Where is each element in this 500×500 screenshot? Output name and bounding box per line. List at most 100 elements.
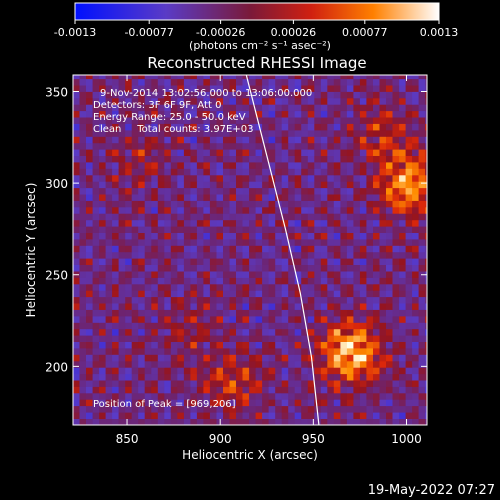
- heatmap-cell: [144, 239, 152, 246]
- heatmap-cell: [412, 303, 419, 310]
- heatmap-cell: [229, 341, 237, 349]
- heatmap-cell: [177, 239, 185, 246]
- heatmap-cell: [125, 142, 133, 150]
- heatmap-cell: [131, 174, 139, 182]
- heatmap-cell: [366, 194, 374, 201]
- heatmap-cell: [262, 399, 269, 407]
- heatmap-cell: [86, 277, 93, 285]
- heatmap-cell: [392, 194, 400, 201]
- heatmap-cell: [373, 303, 380, 310]
- heatmap-cell: [366, 392, 374, 400]
- heatmap-cell: [86, 245, 93, 253]
- heatmap-cell: [73, 130, 80, 137]
- heatmap-cell: [418, 316, 426, 323]
- heatmap-cell: [118, 136, 126, 144]
- heatmap-cell: [138, 181, 146, 189]
- heatmap-cell: [118, 200, 126, 208]
- heatmap-cell: [353, 328, 361, 336]
- heatmap-cell: [144, 386, 152, 394]
- heatmap-cell: [118, 239, 126, 246]
- heatmap-cell: [190, 85, 198, 92]
- heatmap-cell: [359, 322, 367, 330]
- heatmap-cell: [255, 264, 263, 272]
- heatmap-cell: [320, 110, 328, 118]
- heatmap-cell: [366, 123, 374, 131]
- heatmap-cell: [144, 232, 152, 240]
- heatmap-cell: [125, 187, 133, 195]
- heatmap-cell: [275, 399, 283, 407]
- heatmap-cell: [255, 399, 263, 407]
- heatmap-cell: [281, 75, 289, 80]
- heatmap-cell: [170, 271, 178, 278]
- heatmap-cell: [118, 97, 126, 105]
- heatmap-cell: [307, 309, 315, 317]
- heatmap-cell: [183, 290, 191, 298]
- heatmap-cell: [138, 187, 146, 195]
- heatmap-cell: [412, 232, 419, 240]
- heatmap-cell: [125, 194, 133, 201]
- heatmap-cell: [242, 405, 250, 413]
- heatmap-cell: [190, 78, 198, 86]
- heatmap-cell: [386, 412, 393, 419]
- heatmap-cell: [164, 251, 172, 259]
- heatmap-cell: [79, 258, 87, 265]
- heatmap-cell: [366, 206, 374, 214]
- heatmap-cell: [392, 418, 400, 425]
- heatmap-cell: [294, 251, 302, 259]
- heatmap-cell: [301, 110, 309, 118]
- heatmap-cell: [131, 200, 139, 208]
- heatmap-cell: [157, 187, 165, 195]
- heatmap-cell: [118, 85, 126, 92]
- heatmap-cell: [118, 412, 126, 419]
- heatmap-cell: [405, 194, 413, 201]
- heatmap-cell: [307, 367, 315, 375]
- heatmap-cell: [131, 213, 139, 221]
- heatmap-cell: [236, 117, 243, 124]
- heatmap-cell: [79, 200, 87, 208]
- heatmap-cell: [112, 341, 119, 349]
- heatmap-cell: [164, 200, 172, 208]
- heatmap-cell: [73, 264, 80, 272]
- heatmap-cell: [118, 296, 126, 304]
- heatmap-cell: [118, 418, 126, 425]
- heatmap-cell: [399, 303, 406, 310]
- heatmap-cell: [118, 290, 126, 298]
- heatmap-cell: [151, 206, 159, 214]
- heatmap-cell: [183, 251, 191, 259]
- heatmap-cell: [190, 316, 198, 323]
- heatmap-cell: [209, 335, 217, 342]
- heatmap-cell: [399, 341, 406, 349]
- heatmap-cell: [281, 399, 289, 407]
- heatmap-cell: [346, 412, 354, 419]
- heatmap-cell: [144, 226, 152, 233]
- heatmap-cell: [79, 354, 87, 362]
- heatmap-cell: [177, 405, 185, 413]
- heatmap-cell: [236, 335, 243, 342]
- heatmap-cell: [320, 283, 328, 291]
- heatmap-cell: [92, 309, 100, 317]
- heatmap-cell: [418, 251, 426, 259]
- heatmap-cell: [99, 206, 106, 214]
- heatmap-cell: [236, 206, 243, 214]
- heatmap-cell: [236, 75, 243, 80]
- heatmap-cell: [216, 123, 224, 131]
- heatmap-cell: [307, 380, 315, 387]
- heatmap-cell: [125, 264, 133, 272]
- heatmap-cell: [294, 104, 302, 112]
- heatmap-cell: [399, 110, 406, 118]
- heatmap-cell: [105, 142, 113, 150]
- heatmap-cell: [333, 392, 341, 400]
- heatmap-cell: [223, 399, 230, 407]
- heatmap-cell: [268, 386, 276, 394]
- heatmap-cell: [353, 245, 361, 253]
- heatmap-cell: [327, 142, 335, 150]
- heatmap-cell: [242, 232, 250, 240]
- heatmap-cell: [216, 245, 224, 253]
- heatmap-cell: [164, 373, 172, 381]
- heatmap-cell: [79, 296, 87, 304]
- heatmap-cell: [164, 168, 172, 176]
- heatmap-cell: [86, 380, 93, 387]
- heatmap-cell: [229, 277, 237, 285]
- heatmap-cell: [405, 405, 413, 413]
- heatmap-cell: [262, 206, 269, 214]
